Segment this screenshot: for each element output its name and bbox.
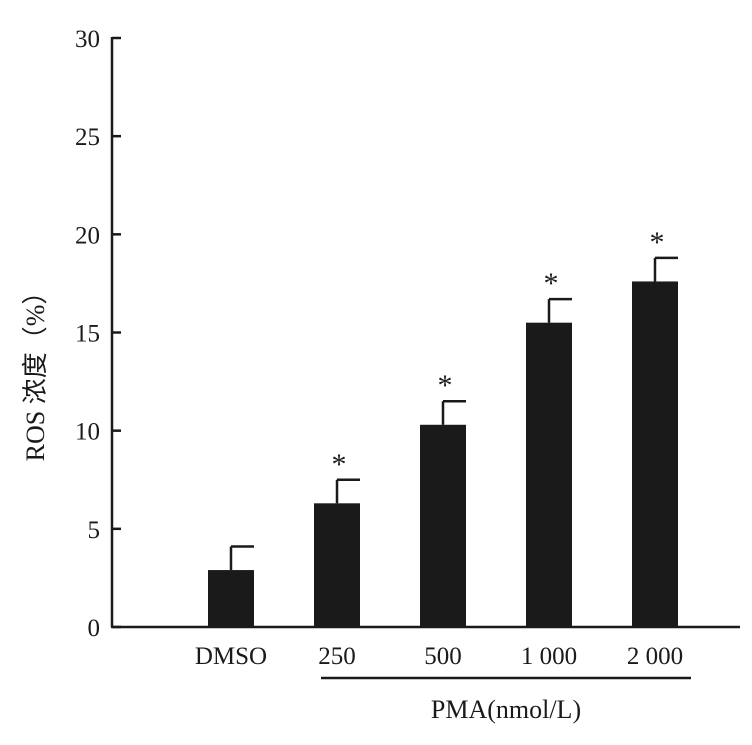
bar [420,424,466,627]
category-label: DMSO [195,643,267,670]
category-label: 2 000 [627,643,683,670]
bars [208,256,678,627]
category-label: 250 [318,643,356,670]
pma-group-label: PMA(nmol/L) [431,695,581,724]
labels: DMSO * 250 * 500 * 1 000 * 2 000 [195,226,683,670]
significance-marker: * [332,448,347,481]
bar [526,322,572,627]
y-tick-label: 15 [75,321,100,348]
y-tick-label: 20 [75,222,100,249]
y-tick-label: 30 [75,26,100,53]
y-tick-label: 10 [75,419,100,446]
category-label: 1 000 [521,643,577,670]
bar [314,503,360,627]
category-label: 500 [424,643,462,670]
y-tick-label: 0 [88,615,101,642]
significance-marker: * [438,369,453,402]
y-axis-title: ROS 浓度（%） [21,279,50,462]
significance-marker: * [650,226,665,259]
significance-marker: * [544,267,559,300]
y-tick-label: 5 [88,517,101,544]
bar [208,570,254,627]
bar [632,281,678,627]
y-tick-label: 25 [75,124,100,151]
